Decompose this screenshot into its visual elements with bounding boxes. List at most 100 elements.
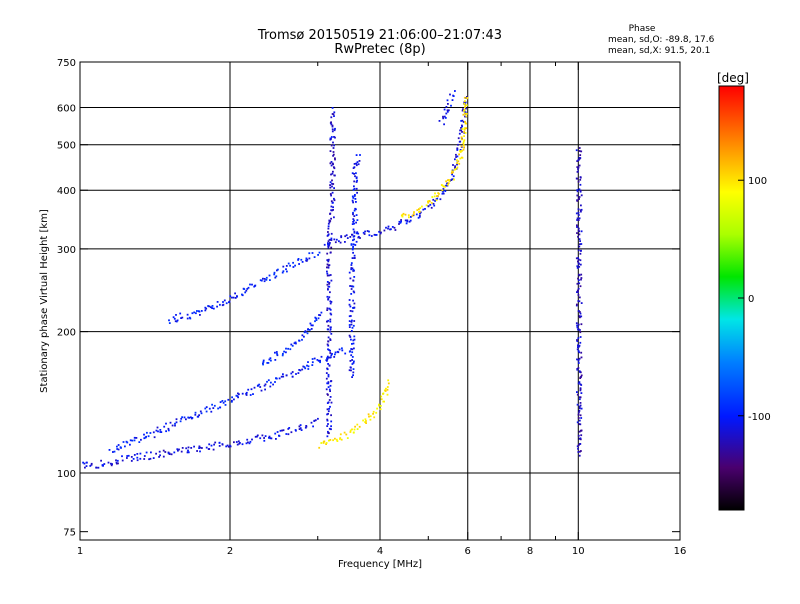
data-point (262, 361, 265, 363)
data-point (344, 241, 346, 243)
data-point (328, 281, 331, 284)
data-point (577, 287, 580, 290)
data-point (327, 242, 329, 244)
data-point (201, 447, 203, 449)
data-point (196, 450, 198, 452)
data-point (327, 264, 330, 267)
data-point (350, 264, 353, 266)
data-point (226, 444, 229, 447)
data-point (334, 136, 336, 139)
data-point (188, 316, 191, 319)
data-point (358, 425, 361, 428)
data-point (432, 198, 435, 201)
data-point (329, 302, 332, 305)
data-point (576, 340, 579, 342)
data-point (576, 160, 579, 162)
data-point (331, 162, 334, 165)
data-point (579, 341, 582, 344)
data-point (329, 308, 332, 311)
data-point (331, 191, 334, 194)
data-point (274, 276, 277, 279)
data-point (140, 438, 142, 441)
data-point (320, 442, 323, 444)
data-point (351, 248, 354, 251)
data-point (353, 230, 356, 233)
data-point (330, 301, 333, 303)
data-point (276, 431, 279, 433)
data-point (422, 208, 425, 211)
data-point (199, 450, 201, 453)
data-point (576, 339, 578, 341)
data-point (327, 423, 329, 425)
data-point (294, 341, 297, 344)
data-point (107, 461, 110, 464)
data-point (444, 185, 446, 188)
data-point (579, 396, 582, 399)
data-point (463, 108, 466, 111)
data-point (200, 310, 203, 312)
data-point (235, 441, 238, 443)
data-point (190, 447, 193, 449)
data-point (149, 432, 152, 434)
data-point (352, 247, 354, 250)
data-point (353, 291, 356, 294)
data-point (334, 241, 337, 244)
data-point (330, 237, 333, 240)
data-point (458, 162, 461, 165)
data-point (126, 455, 129, 457)
data-point (352, 279, 355, 282)
data-point (221, 443, 224, 446)
data-point (224, 400, 227, 403)
data-point (416, 209, 419, 211)
data-point (344, 235, 347, 238)
data-point (386, 388, 389, 391)
data-point (442, 188, 445, 190)
data-point (159, 429, 162, 431)
data-point (351, 359, 353, 361)
data-point (152, 457, 155, 459)
data-point (407, 214, 410, 217)
data-point (328, 388, 331, 391)
data-point (385, 387, 387, 390)
data-point (159, 454, 161, 457)
data-point (237, 392, 239, 395)
data-point (462, 142, 465, 145)
data-point (357, 163, 360, 166)
data-point (579, 329, 581, 331)
data-point (332, 147, 335, 149)
data-point (329, 251, 332, 254)
data-point (187, 446, 190, 449)
data-point (440, 184, 443, 186)
data-point (465, 107, 467, 110)
data-point (348, 299, 351, 301)
data-point (221, 400, 224, 402)
data-point (112, 451, 114, 453)
data-point (180, 450, 183, 453)
data-point (309, 322, 312, 325)
data-point (327, 243, 330, 246)
data-point (285, 265, 288, 267)
data-point (374, 234, 377, 236)
data-point (577, 328, 579, 331)
data-point (580, 392, 583, 394)
data-point (297, 259, 299, 261)
data-point (310, 328, 313, 330)
data-point (351, 233, 354, 236)
data-point (270, 437, 273, 440)
data-point (401, 215, 404, 218)
data-point (326, 259, 329, 261)
data-point (461, 124, 463, 127)
data-point (265, 278, 268, 281)
data-point (580, 407, 583, 410)
data-point (241, 293, 243, 296)
data-point (580, 323, 583, 326)
data-point (353, 195, 356, 197)
data-point (130, 460, 133, 462)
data-point (352, 324, 355, 327)
data-point (387, 379, 390, 382)
data-point (288, 427, 291, 429)
data-point (373, 233, 376, 236)
colorbar-tick-label: -100 (748, 412, 771, 423)
data-point (408, 220, 411, 223)
data-point (268, 358, 271, 361)
